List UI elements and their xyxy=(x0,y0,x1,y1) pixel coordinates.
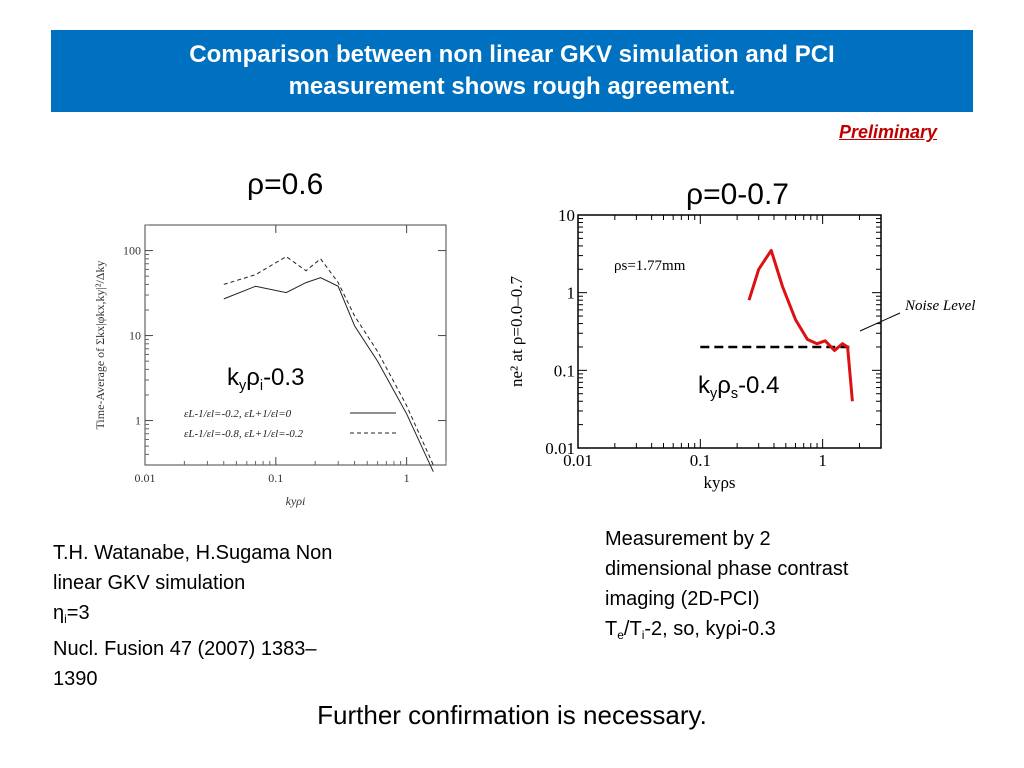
eta-symbol: η xyxy=(53,602,65,624)
k-text: k xyxy=(698,372,710,399)
y-sub: y xyxy=(239,378,247,395)
right-rho-label: ρ=0-0.7 xyxy=(686,178,789,212)
rho-symbol: ρ xyxy=(247,168,265,201)
title-banner: Comparison between non linear GKV simula… xyxy=(51,30,973,112)
x-tick-label: 1 xyxy=(404,471,410,485)
series-line-2 xyxy=(223,256,434,466)
pci-measurement-chart: 0.01 0.1 1 0.01 0.1 1 10 ρs=1.77mm Noise Level ky… xyxy=(507,206,975,492)
k-text: k xyxy=(227,364,239,391)
series-line-1 xyxy=(223,277,434,472)
x-tick-label: 0.1 xyxy=(690,451,711,470)
noise-level-label: Noise Level xyxy=(904,298,975,314)
e-sub: e xyxy=(617,628,624,643)
y-axis-label: ne² at ρ=0.0–0.7 xyxy=(507,276,526,387)
x-axis-label: kyρi xyxy=(286,494,306,508)
y-tick-label: 1 xyxy=(135,414,141,428)
legend-label: εL-1/εl=-0.2, εL+1/εl=0 xyxy=(184,408,292,420)
y-tick-label: 0.1 xyxy=(554,361,575,380)
x-tick-label: 0.01 xyxy=(563,451,593,470)
ref-line: linear GKV simulation xyxy=(53,572,246,594)
eta-value: =3 xyxy=(66,602,90,624)
x-tick-label: 0.01 xyxy=(135,471,156,485)
mid-text: -2, so, ky xyxy=(644,618,726,640)
ref-line: 1390 xyxy=(53,668,98,691)
t-text: T xyxy=(605,618,618,640)
right-ky-rho-annotation: kyρs-0.4 xyxy=(698,372,779,402)
left-reference: T.H. Watanabe, H.Sugama Non linear GKV s… xyxy=(53,538,433,694)
ref-line: dimensional phase contrast xyxy=(605,558,849,580)
left-ky-rho-annotation: kyρi-0.3 xyxy=(227,364,304,394)
rho-text: ρ xyxy=(717,372,731,399)
plot-frame xyxy=(577,214,882,449)
rho-value: =0-0.7 xyxy=(703,178,789,211)
title-line-2: measurement shows rough agreement. xyxy=(288,73,736,100)
left-rho-label: ρ=0.6 xyxy=(247,168,323,202)
eta-line: ηi=3 xyxy=(53,598,433,634)
y-tick-label: 100 xyxy=(123,244,141,258)
legend-label: εL-1/εl=-0.8, εL+1/εl=-0.2 xyxy=(184,428,304,440)
x-axis-label: kyρs xyxy=(703,473,735,492)
y-sub: y xyxy=(710,386,718,403)
y-tick-label: 10 xyxy=(558,206,575,225)
footer-note: Further confirmation is necessary. xyxy=(317,700,707,730)
title-line-1: Comparison between non linear GKV simula… xyxy=(189,41,835,68)
y-tick-label: 10 xyxy=(129,329,141,343)
ref-line: imaging (2D-PCI) xyxy=(605,588,760,610)
right-reference: Measurement by 2 dimensional phase contr… xyxy=(605,524,985,650)
rho-text: ρ xyxy=(725,618,737,640)
x-tick-label: 0.1 xyxy=(268,471,283,485)
value-text: -0.3 xyxy=(263,364,305,391)
ref-line: Measurement by 2 xyxy=(605,528,771,550)
i-sub: i xyxy=(641,628,645,643)
rho-symbol: ρ xyxy=(686,178,704,211)
slash-t-text: /T xyxy=(623,618,642,640)
y-tick-label: 1 xyxy=(567,284,576,303)
rho-value: =0.6 xyxy=(264,168,324,201)
preliminary-label: Preliminary xyxy=(838,122,937,142)
i-sub: i xyxy=(259,378,264,395)
ref-line: T.H. Watanabe, H.Sugama Non xyxy=(53,542,333,564)
eta-sub: i xyxy=(64,612,67,627)
noise-level-pointer xyxy=(859,312,901,332)
ref-line: Nucl. Fusion 47 (2007) 1383– xyxy=(53,638,317,661)
rho-s-annotation: ρs=1.77mm xyxy=(614,258,686,274)
y-tick-label: 0.01 xyxy=(545,439,575,458)
x-tick-label: 1 xyxy=(818,451,827,470)
y-axis-label: Time-Average of Σkx|φkx,ky|²/Δky xyxy=(93,260,107,429)
s-sub: s xyxy=(730,386,739,403)
measurement-series-line xyxy=(747,248,854,402)
end-text: i-0.3 xyxy=(736,618,776,640)
value-text: -0.4 xyxy=(738,372,780,399)
rho-text: ρ xyxy=(246,364,260,391)
plot-frame xyxy=(144,224,447,466)
temp-ratio-line: Te/Ti-2, so, kyρi-0.3 xyxy=(605,614,985,650)
gkv-simulation-chart: 0.01 0.1 1 1 10 100 εL-1/εl=-0.2, εL+1/εl=0 εL-… xyxy=(93,224,447,508)
